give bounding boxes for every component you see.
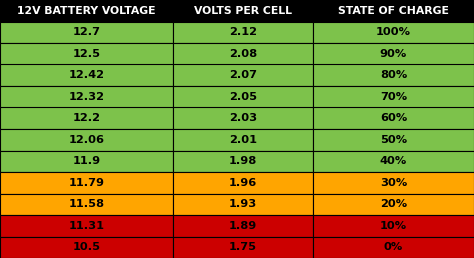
Bar xyxy=(173,215,313,237)
Bar xyxy=(313,86,474,108)
Bar xyxy=(173,194,313,215)
Bar xyxy=(0,215,173,237)
Text: 50%: 50% xyxy=(380,135,407,145)
Bar xyxy=(173,0,313,21)
Bar xyxy=(173,86,313,108)
Bar xyxy=(313,129,474,150)
Text: 11.58: 11.58 xyxy=(69,199,104,209)
Text: 12.32: 12.32 xyxy=(69,92,104,102)
Text: 60%: 60% xyxy=(380,113,407,123)
Text: 12.7: 12.7 xyxy=(73,27,100,37)
Bar xyxy=(313,237,474,258)
Bar xyxy=(313,150,474,172)
Text: 2.07: 2.07 xyxy=(229,70,257,80)
Bar xyxy=(0,129,173,150)
Bar xyxy=(0,150,173,172)
Text: 12.06: 12.06 xyxy=(69,135,104,145)
Bar xyxy=(313,215,474,237)
Bar xyxy=(313,21,474,43)
Bar xyxy=(313,64,474,86)
Text: 11.79: 11.79 xyxy=(69,178,104,188)
Text: 12.2: 12.2 xyxy=(73,113,100,123)
Bar xyxy=(173,21,313,43)
Text: 1.75: 1.75 xyxy=(229,242,257,252)
Text: 2.12: 2.12 xyxy=(229,27,257,37)
Bar xyxy=(173,150,313,172)
Text: 1.96: 1.96 xyxy=(229,178,257,188)
Bar xyxy=(173,129,313,150)
Bar xyxy=(0,43,173,64)
Text: STATE OF CHARGE: STATE OF CHARGE xyxy=(338,6,449,16)
Bar xyxy=(313,108,474,129)
Bar xyxy=(0,64,173,86)
Text: 2.08: 2.08 xyxy=(229,49,257,59)
Bar xyxy=(313,43,474,64)
Bar xyxy=(173,172,313,194)
Text: 11.9: 11.9 xyxy=(73,156,100,166)
Text: 100%: 100% xyxy=(376,27,411,37)
Bar xyxy=(0,108,173,129)
Bar xyxy=(0,0,173,21)
Bar xyxy=(173,43,313,64)
Text: 90%: 90% xyxy=(380,49,407,59)
Text: 10.5: 10.5 xyxy=(73,242,100,252)
Bar xyxy=(173,237,313,258)
Text: 11.31: 11.31 xyxy=(69,221,104,231)
Text: 12.42: 12.42 xyxy=(69,70,104,80)
Bar xyxy=(0,86,173,108)
Bar xyxy=(313,194,474,215)
Text: 2.05: 2.05 xyxy=(229,92,257,102)
Text: 80%: 80% xyxy=(380,70,407,80)
Text: 70%: 70% xyxy=(380,92,407,102)
Text: 10%: 10% xyxy=(380,221,407,231)
Bar xyxy=(313,172,474,194)
Text: 12V BATTERY VOLTAGE: 12V BATTERY VOLTAGE xyxy=(17,6,156,16)
Bar xyxy=(313,0,474,21)
Text: 1.89: 1.89 xyxy=(229,221,257,231)
Text: 1.98: 1.98 xyxy=(229,156,257,166)
Text: 20%: 20% xyxy=(380,199,407,209)
Bar xyxy=(173,108,313,129)
Text: 0%: 0% xyxy=(384,242,403,252)
Text: 30%: 30% xyxy=(380,178,407,188)
Bar xyxy=(0,21,173,43)
Bar xyxy=(0,172,173,194)
Bar xyxy=(173,64,313,86)
Text: 12.5: 12.5 xyxy=(73,49,100,59)
Text: 40%: 40% xyxy=(380,156,407,166)
Text: 2.03: 2.03 xyxy=(229,113,257,123)
Text: 1.93: 1.93 xyxy=(229,199,257,209)
Bar xyxy=(0,194,173,215)
Bar xyxy=(0,237,173,258)
Text: VOLTS PER CELL: VOLTS PER CELL xyxy=(194,6,292,16)
Text: 2.01: 2.01 xyxy=(229,135,257,145)
